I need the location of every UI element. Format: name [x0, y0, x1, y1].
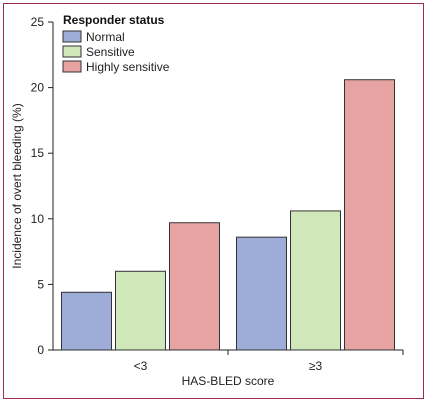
legend-label: Sensitive — [86, 45, 135, 59]
bar — [290, 210, 341, 351]
legend-swatch — [62, 30, 82, 43]
legend-title: Responder status — [63, 13, 165, 27]
bar — [169, 222, 220, 351]
legend-swatch — [62, 60, 82, 73]
bars — [61, 79, 395, 351]
x-tick-label: <3 — [134, 359, 148, 373]
x-ticks: <3 ≥3 — [134, 350, 404, 373]
y-tick-label: 10 — [31, 212, 45, 226]
x-axis-label: HAS-BLED score — [182, 374, 275, 388]
y-tick-label: 25 — [31, 15, 45, 29]
bar — [236, 236, 287, 351]
legend-swatch — [62, 45, 82, 58]
y-tick-label: 15 — [31, 146, 45, 160]
bar — [344, 79, 395, 351]
y-tick-label: 5 — [37, 277, 44, 291]
y-ticks: 0 5 10 15 20 25 — [31, 15, 53, 357]
legend-label: Normal — [86, 30, 125, 44]
bar — [115, 270, 166, 351]
legend-label: Highly sensitive — [86, 60, 170, 74]
x-tick-label: ≥3 — [309, 359, 323, 373]
bar — [61, 291, 112, 351]
y-tick-label: 0 — [37, 343, 44, 357]
y-tick-label: 20 — [31, 81, 45, 95]
y-axis-label: Incidence of overt bleeding (%) — [10, 103, 24, 268]
